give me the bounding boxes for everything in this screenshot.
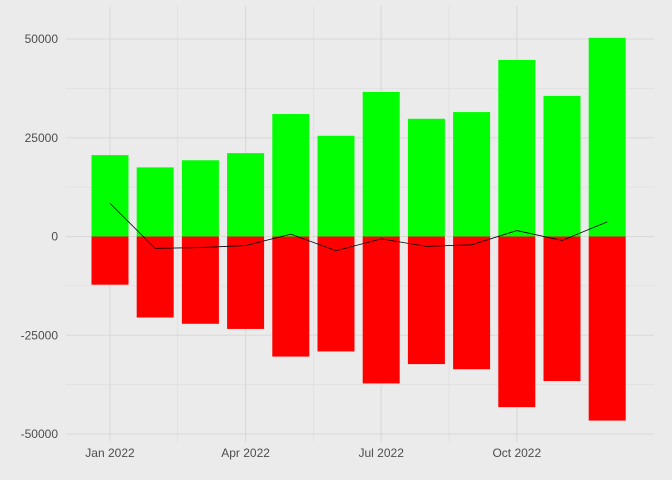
positive-bar bbox=[272, 114, 310, 237]
negative-bar bbox=[498, 236, 536, 408]
bars bbox=[91, 37, 626, 421]
x-tick-label: Jan 2022 bbox=[85, 446, 135, 460]
y-tick-label: -25000 bbox=[21, 328, 59, 342]
negative-bar bbox=[588, 236, 626, 421]
positive-bar bbox=[181, 160, 219, 237]
negative-bar bbox=[362, 236, 400, 384]
positive-bar bbox=[317, 135, 355, 237]
positive-bar bbox=[543, 95, 581, 237]
negative-bar bbox=[272, 236, 310, 357]
positive-bar bbox=[362, 91, 400, 237]
negative-bar bbox=[543, 236, 581, 382]
positive-bar bbox=[453, 112, 491, 237]
positive-bar bbox=[407, 118, 445, 237]
net-line bbox=[109, 203, 608, 252]
negative-bar bbox=[317, 236, 355, 352]
positive-bar bbox=[498, 59, 536, 237]
negative-bar bbox=[91, 236, 129, 285]
negative-bar bbox=[227, 236, 265, 329]
positive-bar bbox=[91, 155, 129, 237]
net-line-path bbox=[109, 203, 608, 252]
positive-bar bbox=[136, 167, 174, 237]
negative-bar bbox=[181, 236, 219, 324]
y-axis: 50000 25000 0 -25000 -50000 bbox=[21, 32, 59, 441]
x-axis: Jan 2022 Apr 2022 Jul 2022 Oct 2022 bbox=[85, 446, 541, 460]
negative-bar bbox=[407, 236, 445, 365]
negative-bar bbox=[136, 236, 174, 318]
x-tick-label: Jul 2022 bbox=[359, 446, 405, 460]
negative-bar bbox=[453, 236, 491, 370]
y-tick-label: -50000 bbox=[21, 427, 59, 441]
positive-bar bbox=[588, 37, 626, 237]
positive-bar bbox=[227, 153, 265, 237]
y-tick-label: 50000 bbox=[25, 32, 59, 46]
x-tick-label: Oct 2022 bbox=[492, 446, 541, 460]
x-tick-label: Apr 2022 bbox=[221, 446, 270, 460]
y-tick-label: 0 bbox=[51, 230, 58, 244]
y-tick-label: 25000 bbox=[25, 131, 59, 145]
